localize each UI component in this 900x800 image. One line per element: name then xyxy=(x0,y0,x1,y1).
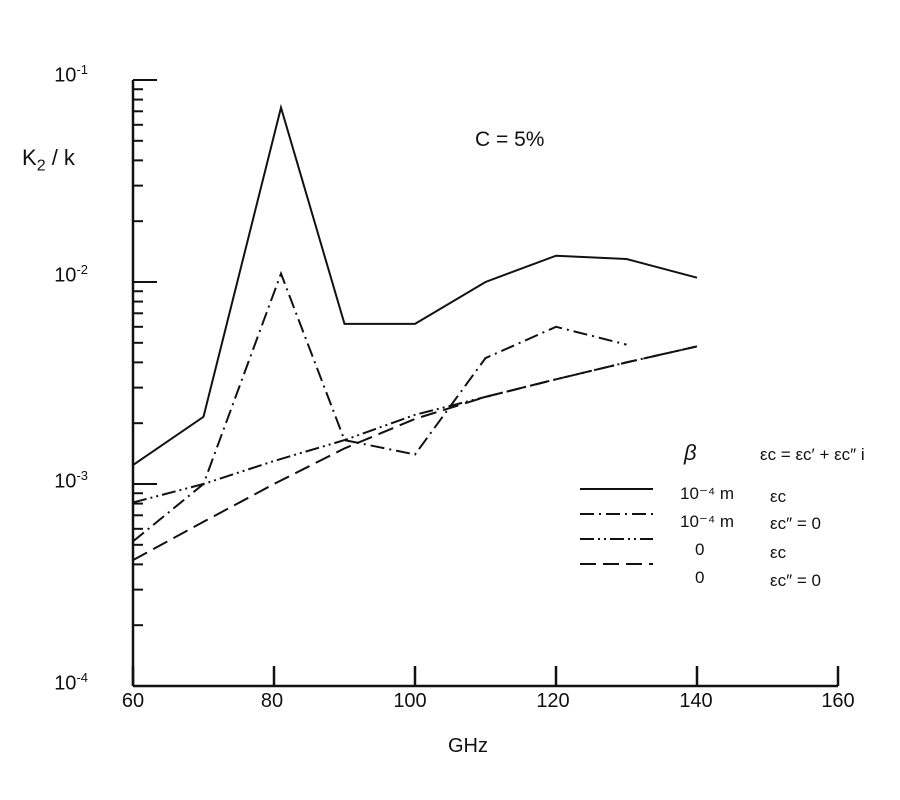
concentration-annotation: C = 5% xyxy=(475,128,545,151)
y-tick-label: 10-4 xyxy=(54,670,88,695)
series-line-dash-dot-dot xyxy=(132,345,698,504)
y-tick-label: 10-1 xyxy=(54,62,88,87)
y-tick-label: 10-2 xyxy=(54,262,88,287)
series-group xyxy=(132,103,698,561)
axes xyxy=(131,79,840,688)
x-tick-label: 160 xyxy=(821,690,855,712)
series-line-dash-dot xyxy=(132,270,627,543)
legend-eps-value: εc″ = 0 xyxy=(770,514,821,533)
legend-epsilon-header: εc = εc′ + εc″ i xyxy=(760,445,865,464)
series-line-solid xyxy=(132,103,698,466)
series-line-dashed xyxy=(132,345,698,561)
x-tick-label: 140 xyxy=(679,690,713,712)
legend-beta-value: 10⁻⁴ m xyxy=(680,484,735,503)
x-tick-label: 100 xyxy=(393,690,427,712)
y-tick-label: 10-3 xyxy=(54,468,88,493)
y-axis-label: K2 / k xyxy=(22,145,75,175)
legend-beta-value: 10⁻⁴ m xyxy=(680,512,735,531)
legend-beta-value: 0 xyxy=(695,568,705,587)
x-tick-label: 80 xyxy=(260,690,284,712)
x-tick-label: 120 xyxy=(536,690,570,712)
legend-eps-value: εc xyxy=(770,543,787,562)
x-tick-label: 60 xyxy=(121,690,145,712)
legend-eps-value: εc xyxy=(770,487,787,506)
legend-lines xyxy=(580,488,653,565)
legend-beta-header: β xyxy=(684,440,697,465)
x-axis-label: GHz xyxy=(448,735,488,757)
legend-eps-value: εc″ = 0 xyxy=(770,571,821,590)
legend-beta-value: 0 xyxy=(695,540,705,559)
